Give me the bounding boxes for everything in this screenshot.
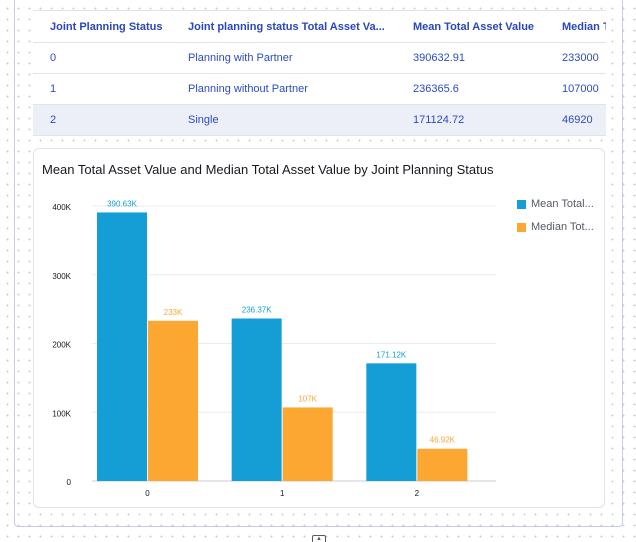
bar: [231, 318, 282, 481]
legend-item-mean[interactable]: Mean Total...: [517, 197, 594, 211]
resize-handle-icon[interactable]: ▲: [312, 535, 326, 542]
bar: [148, 320, 198, 481]
data-label: 390.63K: [107, 199, 137, 208]
table-row[interactable]: 0 Planning with Partner 390632.91 233000: [33, 43, 606, 74]
bar: [366, 363, 417, 481]
table-cell: 2: [50, 114, 57, 126]
table-cell: 236365.6: [413, 83, 459, 95]
y-tick-label: 100K: [52, 409, 71, 418]
y-tick-label: 300K: [52, 272, 71, 281]
y-tick-label: 400K: [52, 203, 71, 212]
data-label: 171.12K: [376, 350, 406, 359]
data-table: Joint Planning Status Joint planning sta…: [33, 10, 606, 137]
table-cell: 390632.91: [413, 52, 465, 64]
bar-chart-card: Mean Total Asset Value and Median Total …: [33, 148, 605, 508]
table-cell: Planning without Partner: [188, 83, 308, 95]
chart-legend: Mean Total... Median Tot...: [517, 197, 594, 243]
x-tick-label: 0: [145, 489, 150, 498]
legend-label: Median Tot...: [531, 221, 594, 233]
table-cell: 46920: [562, 114, 593, 126]
table-cell: Planning with Partner: [188, 52, 293, 64]
bar-chart: 0 100K 200K 300K 400K 390.63K 233K 0 236.37K 107K…: [52, 199, 496, 498]
table-row[interactable]: 2 Single 171124.72 46920: [33, 105, 606, 136]
x-tick-label: 1: [280, 489, 285, 498]
column-header[interactable]: Median T: [562, 20, 606, 33]
legend-item-median[interactable]: Median Tot...: [517, 220, 594, 234]
legend-swatch-median: [517, 222, 526, 232]
table-cell: 107000: [562, 83, 599, 95]
column-header[interactable]: Joint Planning Status: [50, 20, 163, 33]
visual-panel: [14, 0, 623, 527]
y-tick-label: 0: [67, 478, 72, 487]
column-header[interactable]: Joint planning status Total Asset Va...: [188, 20, 385, 33]
table-cell: 233000: [562, 52, 599, 64]
legend-swatch-mean: [517, 199, 526, 209]
data-label: 107K: [298, 394, 317, 403]
column-header[interactable]: Mean Total Asset Value: [413, 20, 535, 33]
x-tick-label: 2: [415, 489, 420, 498]
table-cell: 1: [50, 83, 57, 95]
table-header-row: Joint Planning Status Joint planning sta…: [33, 11, 606, 43]
bar: [417, 448, 468, 481]
table-row[interactable]: 1 Planning without Partner 236365.6 1070…: [33, 74, 606, 105]
bar: [282, 407, 333, 481]
legend-label: Mean Total...: [531, 198, 594, 210]
table-cell: 171124.72: [413, 114, 465, 126]
data-label: 233K: [164, 308, 183, 317]
y-tick-label: 200K: [52, 341, 71, 350]
bar: [97, 212, 147, 481]
chart-title: Mean Total Asset Value and Median Total …: [42, 162, 494, 177]
data-label: 236.37K: [242, 305, 272, 314]
table-cell: Single: [188, 114, 219, 126]
table-cell: 0: [50, 52, 57, 64]
data-label: 46.92K: [430, 436, 456, 445]
